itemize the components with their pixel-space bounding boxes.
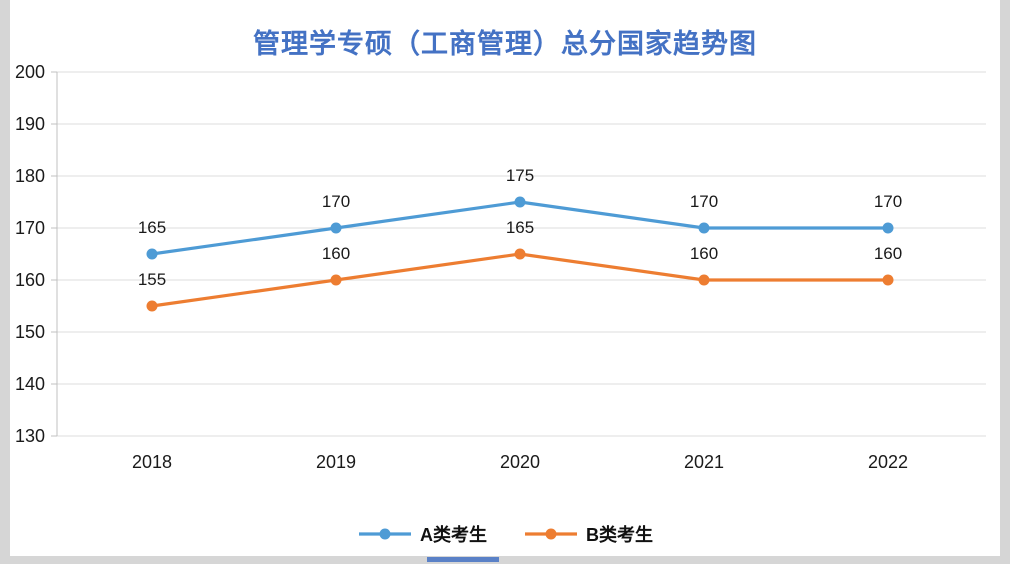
x-axis-label: 2022 [868, 452, 908, 472]
y-axis-label: 130 [15, 426, 45, 446]
data-point-marker [514, 196, 526, 208]
y-axis-label: 190 [15, 114, 45, 134]
x-axis-label: 2018 [132, 452, 172, 472]
y-axis-label: 140 [15, 374, 45, 394]
y-axis-label: 160 [15, 270, 45, 290]
y-axis-label: 150 [15, 322, 45, 342]
data-point-marker [330, 222, 342, 234]
x-axis-label: 2019 [316, 452, 356, 472]
legend-item: B类考生 [523, 521, 653, 547]
data-point-label: 170 [874, 192, 902, 211]
data-point-marker [146, 248, 158, 260]
chart-legend: A类考生 B类考生 [0, 521, 1010, 547]
data-point-label: 155 [138, 270, 166, 289]
chart-card [10, 0, 1000, 556]
data-point-marker [514, 248, 526, 260]
data-point-marker [698, 274, 710, 286]
x-axis-label: 2020 [500, 452, 540, 472]
legend-label: A类考生 [420, 525, 487, 545]
legend-item: A类考生 [357, 521, 487, 547]
data-point-label: 160 [322, 244, 350, 263]
data-point-label: 160 [690, 244, 718, 263]
data-point-marker [330, 274, 342, 286]
data-point-label: 170 [690, 192, 718, 211]
legend-swatch [359, 528, 411, 540]
data-point-label: 170 [322, 192, 350, 211]
data-point-marker [146, 300, 158, 312]
y-axis-label: 180 [15, 166, 45, 186]
data-point-label: 175 [506, 166, 534, 185]
y-axis-label: 170 [15, 218, 45, 238]
x-axis-label: 2021 [684, 452, 724, 472]
data-point-label: 165 [506, 218, 534, 237]
data-point-label: 160 [874, 244, 902, 263]
data-point-marker [698, 222, 710, 234]
data-point-label: 165 [138, 218, 166, 237]
legend-swatch [525, 528, 577, 540]
clipped-blue-line-fragment [427, 557, 499, 562]
chart-title: 管理学专硕（工商管理）总分国家趋势图 [253, 29, 757, 59]
data-point-marker [882, 274, 894, 286]
y-axis-label: 200 [15, 62, 45, 82]
data-point-marker [882, 222, 894, 234]
legend-label: B类考生 [586, 525, 653, 545]
